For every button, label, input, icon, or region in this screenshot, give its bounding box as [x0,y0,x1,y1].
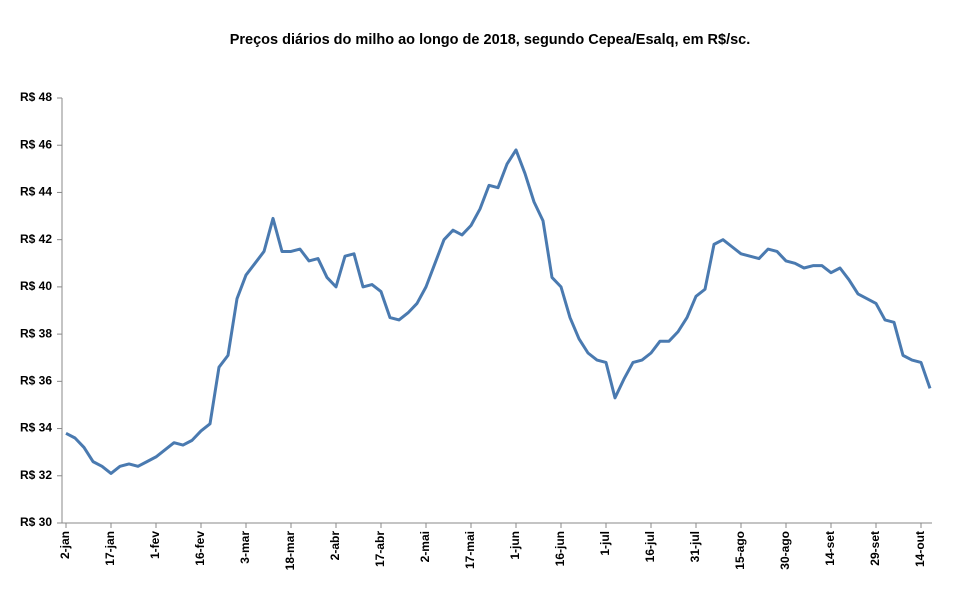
y-tick-label: R$ 42 [20,232,52,246]
price-line [65,148,932,475]
y-tick-label: R$ 32 [20,468,52,482]
x-tick-label: 2-mai [418,531,432,562]
x-tick-label: 18-mar [283,531,297,571]
x-tick-label: 14-out [913,531,927,567]
x-tick-label: 14-set [823,531,837,566]
y-tick-label: R$ 34 [20,421,52,435]
x-tick-label: 2-jan [58,531,72,559]
x-tick-label: 1-fev [148,531,162,559]
y-tick-label: R$ 38 [20,326,52,340]
x-tick-label: 15-ago [733,531,747,570]
x-tick-label: 3-mar [238,531,252,564]
x-tick-label: 16-jun [553,531,567,566]
y-tick-label: R$ 36 [20,374,52,388]
x-tick-label: 1-jul [598,531,612,556]
x-tick-label: 29-set [868,531,882,566]
x-tick-label: 17-abr [373,531,387,567]
x-tick-label: 1-jun [508,531,522,560]
x-tick-label: 2-abr [328,531,342,561]
y-tick-label: R$ 46 [20,137,52,151]
chart-title: Preços diários do milho ao longo de 2018… [230,32,751,48]
x-tick-label: 17-jan [103,531,117,566]
x-tick-label: 31-jul [688,531,702,562]
y-tick-label: R$ 30 [20,515,52,529]
y-tick-label: R$ 44 [20,185,52,199]
x-tick-label: 17-mai [463,531,477,569]
x-tick-label: 30-ago [778,531,792,570]
y-tick-label: R$ 48 [20,90,52,104]
x-tick-label: 16-fev [193,531,207,566]
y-tick-label: R$ 40 [20,279,52,293]
x-tick-label: 16-jul [643,531,657,562]
